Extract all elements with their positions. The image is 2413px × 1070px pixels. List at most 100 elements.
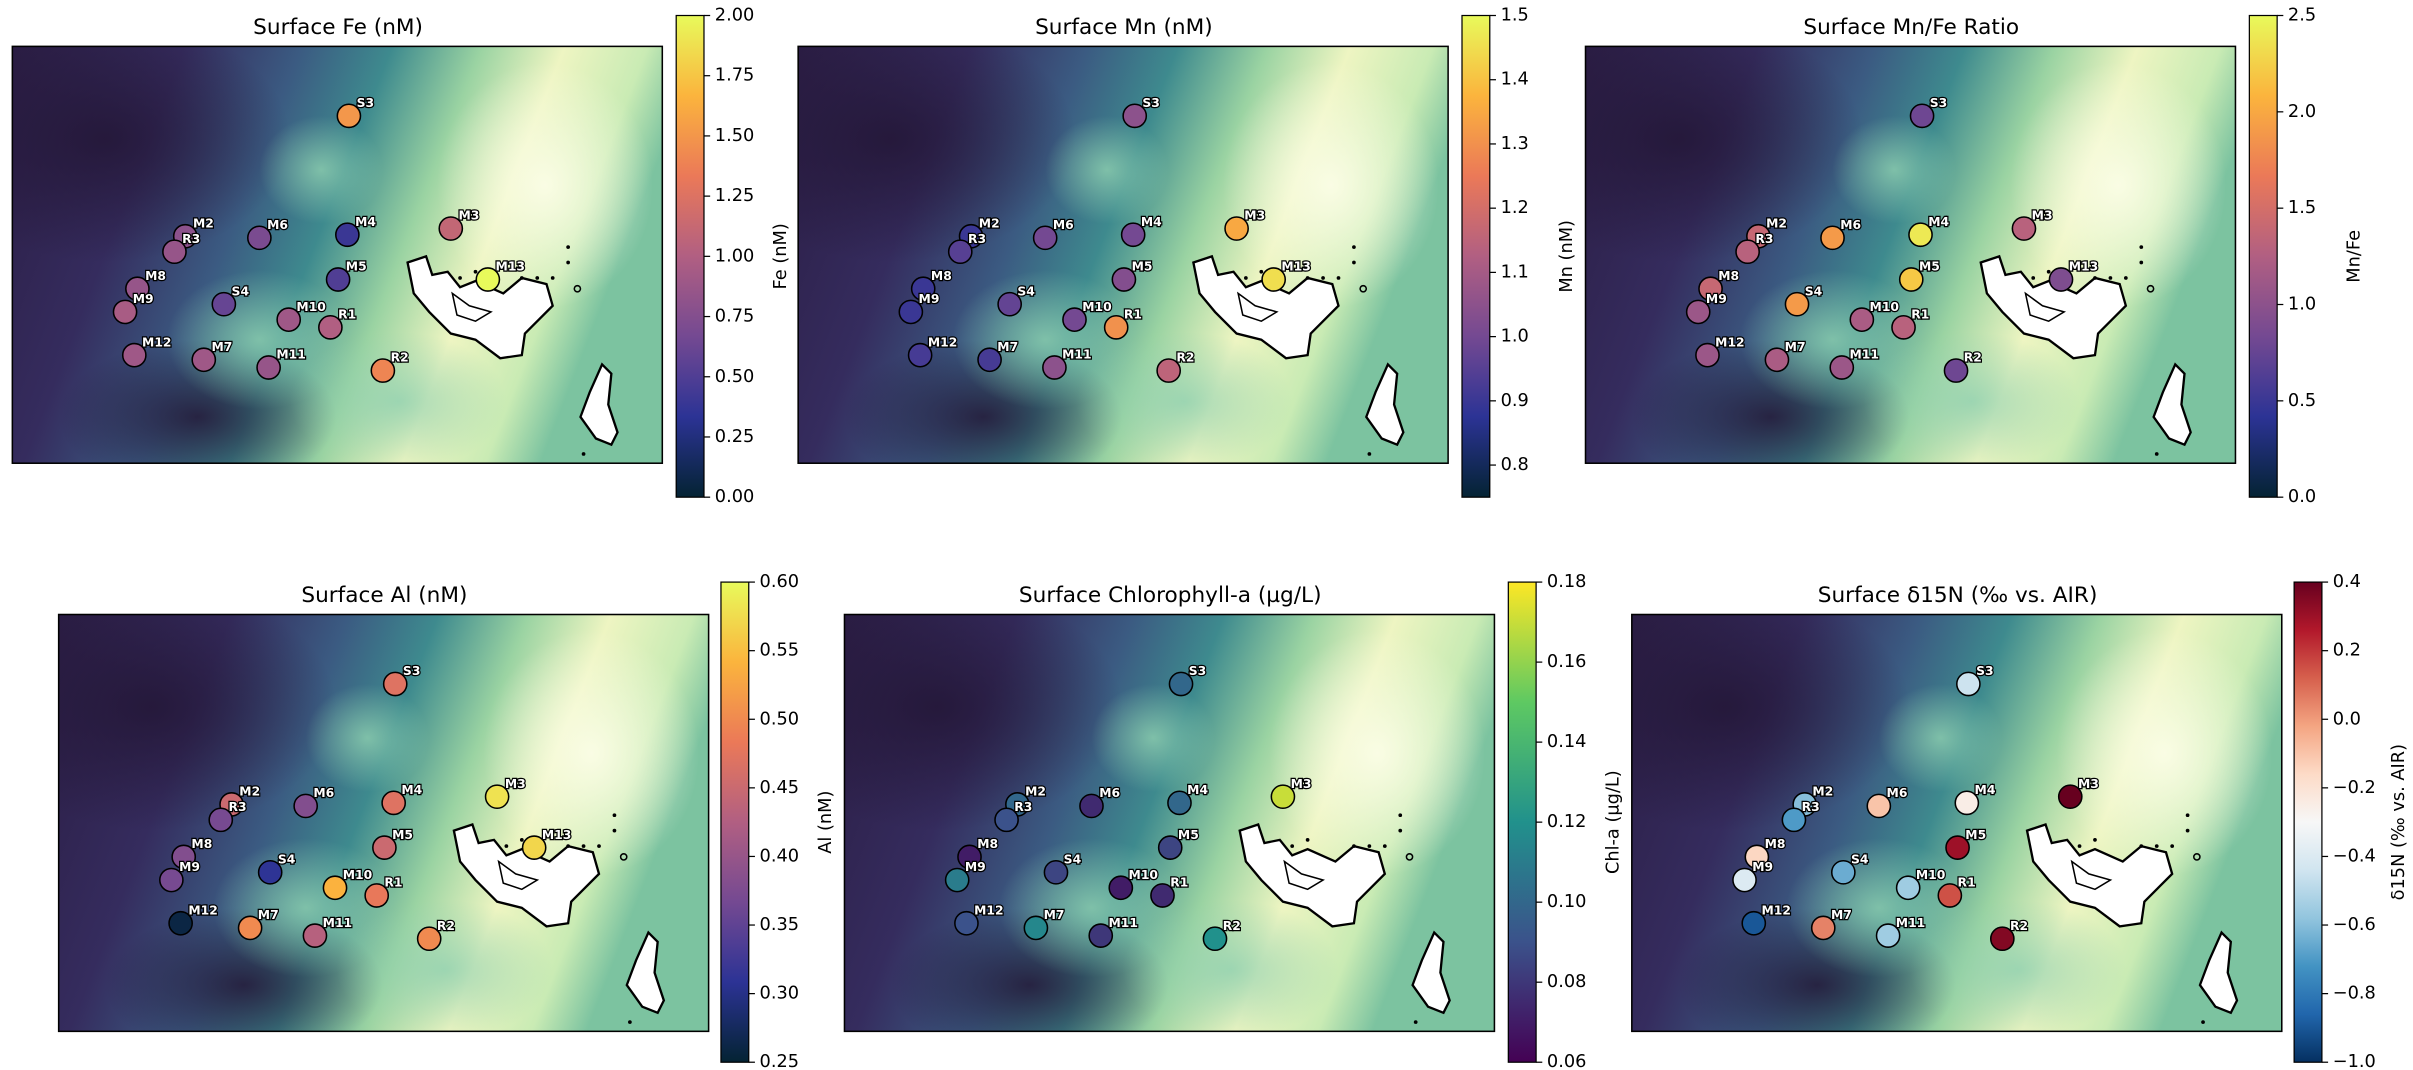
colorbar-tick-label: −0.6 <box>2333 915 2376 935</box>
station-label: S3 <box>1142 96 1159 110</box>
station-label: S3 <box>1189 664 1206 678</box>
colorbar-tick-label: 0.10 <box>1547 892 1587 912</box>
station-label: M6 <box>1099 786 1120 800</box>
station-label: M10 <box>296 300 325 314</box>
panel: Surface Chlorophyll-a (µg/L)S3M2R3M6M4M3… <box>752 572 1623 1070</box>
colorbar-tick-label: 0.40 <box>760 846 800 866</box>
station-label: R2 <box>1223 919 1241 933</box>
panel: Surface δ15N (‰ vs. AIR)S3M2R3M6M4M3M8M9… <box>1539 572 2409 1070</box>
colorbar-tick-label: 0.08 <box>1547 972 1587 992</box>
colorbar-tick-label: 1.25 <box>715 186 755 206</box>
basemap <box>706 16 1449 495</box>
colorbar-tick-label: 0.25 <box>715 427 755 447</box>
colorbar-tick-label: 1.5 <box>2288 198 2316 218</box>
station-label: M2 <box>193 216 214 230</box>
station-label: M8 <box>1718 269 1739 283</box>
colorbar-label: Mn/Fe <box>2344 230 2364 283</box>
station-label: M8 <box>931 269 952 283</box>
panel: Surface Al (nM)S3M2R3M6M4M3M8M9S4M5M10R1… <box>0 572 836 1070</box>
station-label: M10 <box>1916 868 1945 882</box>
station-label: R2 <box>1964 351 1982 365</box>
station-label: M11 <box>323 916 352 930</box>
station-label: M4 <box>401 783 422 797</box>
station-label: R3 <box>1802 800 1820 814</box>
station-label: M10 <box>343 868 372 882</box>
colorbar-tick-label: 0.50 <box>715 367 755 387</box>
station-label: R2 <box>2010 919 2028 933</box>
station-label: M6 <box>1840 218 1861 232</box>
station-label: M12 <box>1762 903 1791 917</box>
colorbar-tick-label: 2.5 <box>2288 6 2316 26</box>
station-label: M4 <box>1928 215 1949 229</box>
colorbar-tick-label: 0.50 <box>760 709 800 729</box>
station-label: M12 <box>974 903 1003 917</box>
station-label: R1 <box>1170 876 1188 890</box>
colorbar-tick-label: 0.75 <box>715 307 755 327</box>
station-label: M9 <box>1752 860 1773 874</box>
colorbar-tick-label: 0.18 <box>1547 572 1587 592</box>
station-label: M13 <box>542 828 571 842</box>
panel-title: Surface Mn (nM) <box>1035 15 1213 40</box>
station-label: M7 <box>258 908 279 922</box>
station-label: S4 <box>1805 284 1823 298</box>
station-label: S4 <box>1017 284 1035 298</box>
colorbar-tick-label: 1.50 <box>715 126 755 146</box>
panel-title: Surface Al (nM) <box>301 583 467 608</box>
station-label: M4 <box>355 215 376 229</box>
station-label: R2 <box>437 919 455 933</box>
station-label: M5 <box>346 260 367 274</box>
station-label: M9 <box>133 292 154 306</box>
station-label: R3 <box>1755 232 1773 246</box>
station-label: R3 <box>228 800 246 814</box>
station-label: M9 <box>965 860 986 874</box>
colorbar-tick-label: 0.5 <box>2288 391 2316 411</box>
station-label: M4 <box>1975 783 1996 797</box>
station-label: M6 <box>313 786 334 800</box>
station-label: M11 <box>1896 916 1925 930</box>
station-label: M10 <box>1870 300 1899 314</box>
colorbar-tick-label: 0.35 <box>760 915 800 935</box>
station-label: M4 <box>1141 215 1162 229</box>
basemap <box>752 584 1495 1063</box>
station-label: M6 <box>1887 786 1908 800</box>
panel: Surface Mn (nM)S3M2R3M6M4M3M8M9S4M5M10R1… <box>706 6 1577 498</box>
station-label: R1 <box>338 308 356 322</box>
colorbar-tick-label: 0.0 <box>2288 487 2316 507</box>
colorbar-tick-label: −0.8 <box>2333 984 2376 1004</box>
basemap <box>0 16 662 495</box>
panel-title: Surface Mn/Fe Ratio <box>1803 15 2019 40</box>
colorbar <box>2294 582 2322 1062</box>
station-label: M7 <box>212 340 233 354</box>
station-label: M5 <box>392 828 413 842</box>
colorbar <box>2249 16 2277 498</box>
station-label: M12 <box>1715 335 1744 349</box>
station-label: M3 <box>1291 777 1312 791</box>
station-label: M12 <box>928 335 957 349</box>
station-label: M8 <box>145 269 166 283</box>
colorbar-tick-label: 0.30 <box>760 984 800 1004</box>
colorbar-tick-label: −0.2 <box>2333 778 2376 798</box>
colorbar-tick-label: 0.55 <box>760 641 800 661</box>
station-label: M10 <box>1129 868 1158 882</box>
colorbar-tick-label: 0.8 <box>1501 455 1529 475</box>
colorbar-tick-label: 0.9 <box>1501 391 1529 411</box>
station-label: M11 <box>1850 348 1879 362</box>
station-label: R3 <box>968 232 986 246</box>
station-label: M4 <box>1187 783 1208 797</box>
station-label: M3 <box>2078 777 2099 791</box>
station-label: M3 <box>1244 209 1265 223</box>
colorbar-label: Fe (nM) <box>771 223 791 289</box>
colorbar-tick-label: 1.0 <box>2288 295 2316 315</box>
station-label: M10 <box>1082 300 1111 314</box>
station-label: M9 <box>919 292 940 306</box>
colorbar-tick-label: 0.25 <box>760 1052 800 1070</box>
colorbar <box>676 16 704 498</box>
colorbar-tick-label: 1.5 <box>1501 6 1529 26</box>
station-label: M8 <box>977 837 998 851</box>
station-label: M7 <box>1831 908 1852 922</box>
station-label: M8 <box>191 837 212 851</box>
colorbar-tick-label: 1.2 <box>1501 198 1529 218</box>
station-label: R3 <box>1014 800 1032 814</box>
panel-title: Surface Fe (nM) <box>253 15 423 40</box>
